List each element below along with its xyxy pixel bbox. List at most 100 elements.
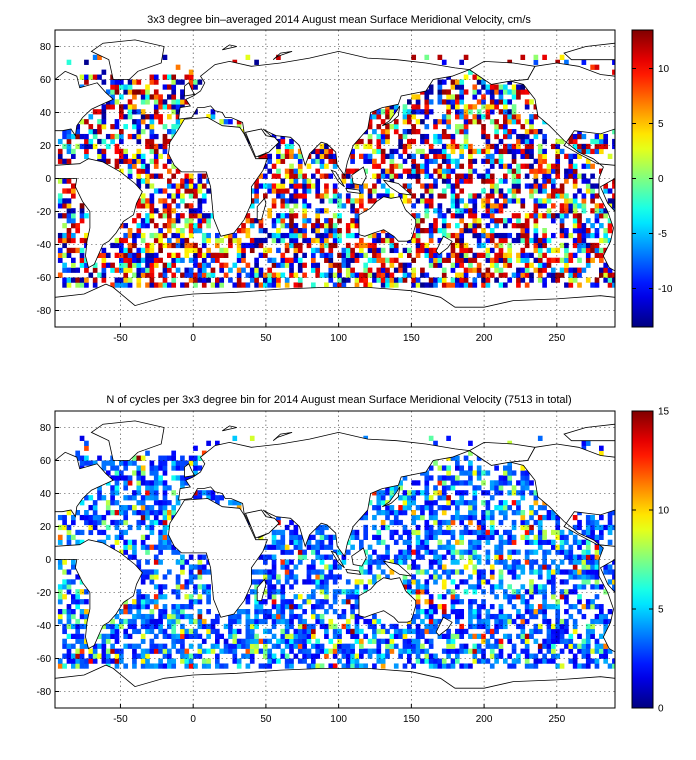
data-bin [385, 628, 390, 635]
data-bin [503, 203, 508, 209]
data-bin [306, 188, 312, 194]
data-bin [468, 648, 473, 654]
data-bin [485, 114, 491, 120]
data-bin [363, 534, 369, 540]
data-bin [537, 643, 543, 649]
data-bin [585, 628, 591, 635]
data-bin [455, 242, 460, 249]
data-bin [516, 218, 521, 224]
data-bin [267, 247, 273, 254]
data-bin [529, 613, 534, 620]
data-bin [424, 252, 430, 258]
data-bin [158, 544, 163, 550]
data-bin [459, 272, 465, 278]
data-bin [463, 579, 469, 585]
data-bin [140, 129, 146, 135]
data-bin [393, 643, 399, 649]
data-bin [559, 618, 565, 625]
data-bin [459, 94, 465, 100]
data-bin [529, 663, 534, 669]
data-bin [66, 277, 72, 283]
data-bin [372, 129, 377, 135]
data-bin [188, 599, 194, 605]
data-bin [415, 643, 421, 649]
data-bin [415, 623, 421, 630]
data-bin [311, 569, 316, 575]
data-bin [393, 257, 399, 263]
data-bin [324, 272, 329, 278]
data-bin [228, 623, 233, 630]
data-bin [66, 232, 72, 239]
land-polygon [563, 42, 615, 61]
data-bin [162, 539, 168, 545]
data-bin [280, 183, 286, 189]
data-bin [79, 658, 85, 664]
land-polygon [382, 486, 401, 508]
data-bin [503, 257, 508, 263]
data-bin [119, 109, 124, 115]
data-bin [267, 628, 273, 635]
data-bin [219, 262, 225, 268]
data-bin [57, 257, 63, 263]
data-bin [389, 247, 395, 254]
data-bin [167, 252, 172, 258]
data-bin [123, 495, 129, 501]
data-bin [585, 529, 591, 536]
data-bin [280, 638, 286, 644]
data-bin [276, 529, 281, 536]
data-bin [398, 153, 403, 159]
data-bin [472, 470, 478, 476]
data-bin [463, 143, 469, 150]
data-bin [446, 569, 451, 575]
data-bin [359, 569, 364, 575]
data-bin [389, 163, 395, 169]
data-bin [167, 242, 172, 249]
data-bin [411, 94, 417, 100]
data-bin [241, 242, 246, 249]
data-bin [359, 564, 364, 570]
data-bin [385, 277, 390, 283]
data-bin [372, 505, 377, 511]
data-bin [446, 524, 451, 531]
data-bin [319, 173, 325, 179]
data-bin [533, 188, 539, 194]
data-bin [568, 153, 574, 159]
data-bin [385, 272, 390, 278]
data-bin [542, 653, 547, 659]
data-bin [424, 500, 430, 506]
data-bin [385, 638, 390, 644]
data-bin [350, 168, 355, 174]
data-bin [302, 633, 307, 639]
data-bin [114, 237, 120, 244]
data-bin [153, 559, 159, 565]
data-bin [88, 514, 94, 521]
data-bin [524, 213, 530, 219]
data-bin [263, 282, 268, 288]
data-bin [402, 193, 408, 199]
data-bin [481, 203, 486, 209]
data-bin [376, 648, 382, 654]
data-bin [376, 148, 382, 155]
y-tick-label: -80 [37, 306, 52, 317]
data-bin [503, 133, 508, 140]
data-bin [599, 148, 604, 155]
data-bin [424, 589, 430, 595]
data-bin [599, 223, 604, 229]
data-bin [263, 153, 268, 159]
data-bin [201, 193, 207, 199]
data-bin [127, 643, 133, 649]
data-bin [263, 599, 268, 605]
data-bin [481, 623, 486, 630]
data-bin [455, 648, 460, 654]
data-bin [367, 569, 373, 575]
data-bin [428, 183, 434, 189]
data-bin [254, 188, 259, 194]
data-bin [145, 94, 150, 100]
data-bin [175, 124, 181, 130]
data-bin [92, 510, 98, 516]
data-bin [385, 653, 390, 659]
data-bin [428, 223, 434, 229]
data-bin [407, 262, 412, 268]
